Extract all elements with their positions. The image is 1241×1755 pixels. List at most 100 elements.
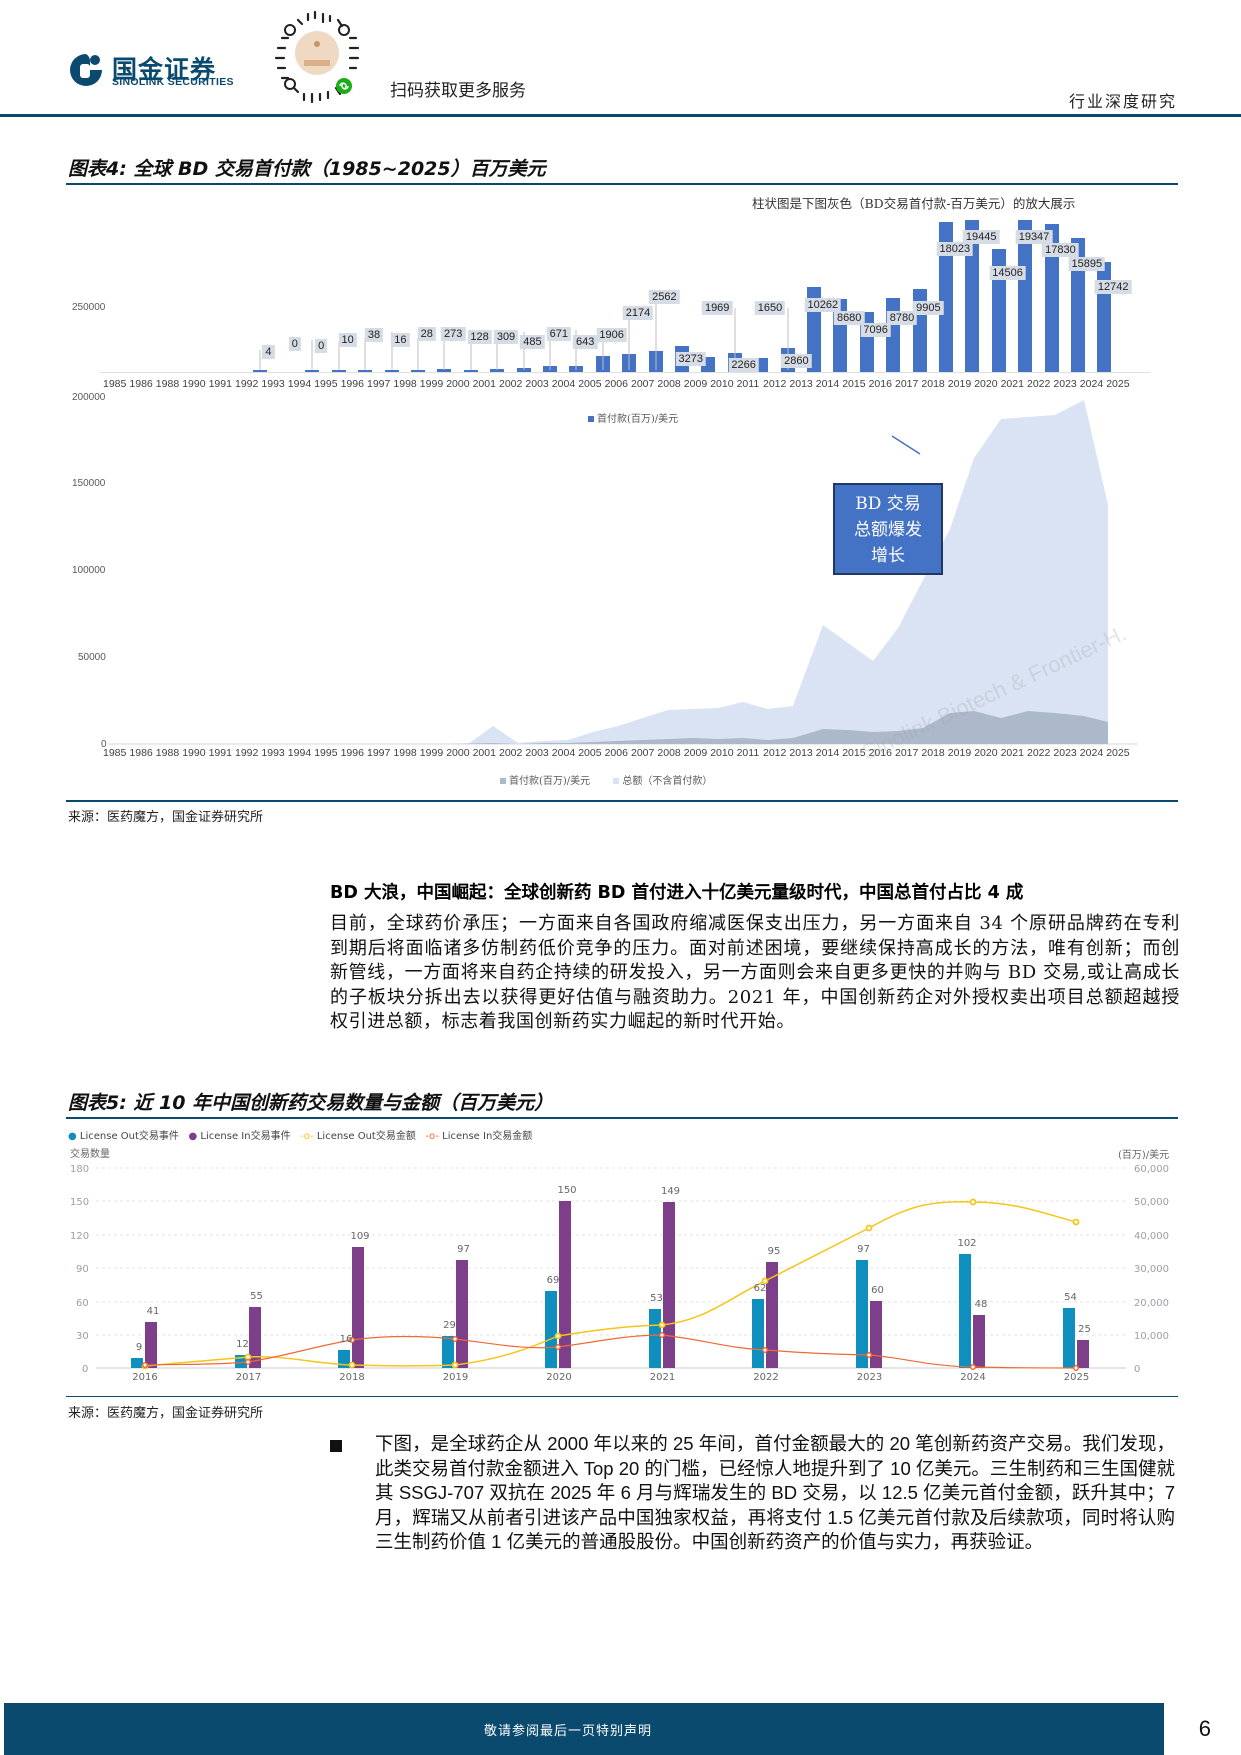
- svg-text:0: 0: [1134, 1364, 1140, 1375]
- in-count-label: 41: [146, 1306, 160, 1318]
- figure5-bottom-rule: [66, 1396, 1178, 1397]
- bar-value-label: 1906: [596, 328, 627, 342]
- x-tick-label: 2001: [472, 378, 496, 390]
- x-tick-label: 2022: [753, 1372, 779, 1383]
- bar-value-label: 2266: [728, 358, 759, 372]
- right-axis-title: (百万)/美元: [1118, 1150, 1170, 1161]
- x-tick-label: 2019: [947, 747, 972, 759]
- bar-value-label: 16: [391, 333, 410, 347]
- x-tick-label: 1999: [419, 747, 444, 759]
- x-tick-label: 1993: [261, 747, 285, 759]
- bar-value-label: 3273: [675, 352, 707, 366]
- x-tick-label: 2012: [763, 747, 787, 759]
- x-tick-label: 2008: [657, 378, 681, 390]
- x-tick-label: 1991: [208, 747, 232, 759]
- x-tick-label: 2015: [842, 747, 866, 759]
- sinolink-logo-icon: [68, 52, 104, 88]
- page-number: 6: [1198, 1716, 1211, 1741]
- svg-text:30,000: 30,000: [1134, 1264, 1169, 1275]
- x-tick-label: 2015: [842, 378, 866, 390]
- svg-text:20,000: 20,000: [1134, 1298, 1169, 1309]
- x-tick-label: 2011: [736, 378, 760, 390]
- legend-dot-icon: ●: [188, 1131, 198, 1142]
- brand-name-en: SINOLINK SECURITIES: [112, 76, 234, 88]
- x-tick-label: 1985: [103, 378, 127, 390]
- bar-value-label: 1650: [754, 301, 786, 315]
- x-tick-label: 2000: [446, 747, 470, 759]
- svg-text:0: 0: [82, 1364, 88, 1375]
- bar-value-label: 38: [364, 328, 384, 342]
- bar-value-label: 643: [573, 335, 598, 349]
- x-tick-label: 2009: [683, 747, 708, 759]
- out-count-label: 12: [236, 1338, 249, 1350]
- x-tick-label: 1995: [314, 378, 338, 390]
- out-count-label: 9: [135, 1341, 143, 1353]
- x-tick-label: 1990: [182, 747, 206, 759]
- x-tick-label: 1995: [314, 747, 338, 759]
- svg-text:90: 90: [76, 1264, 89, 1275]
- x-tick-label: 1988: [155, 378, 180, 390]
- bar-value-label: 1969: [701, 301, 733, 315]
- figure4-title-rule: [66, 183, 1178, 185]
- x-tick-label: 2010: [710, 747, 734, 759]
- out-count-label: 62: [753, 1282, 767, 1294]
- figure4-note: 柱状图是下图灰色（BD交易首付款-百万美元）的放大展示: [752, 196, 1076, 211]
- bullet-paragraph: 下图，是全球药企从 2000 年以来的 25 年间，首付金额最大的 20 笔创新…: [375, 1433, 1175, 1552]
- area-ytick-0: 0: [101, 739, 107, 750]
- bar-value-label: 273: [441, 327, 466, 341]
- x-tick-label: 2025: [1063, 1372, 1090, 1383]
- out-count-label: 102: [957, 1238, 977, 1250]
- figure4-bottom-rule: [66, 800, 1178, 802]
- bar-value-label: 18023: [936, 242, 974, 256]
- in-count-label: 149: [660, 1186, 681, 1198]
- left-axis-title: 交易数量: [70, 1149, 110, 1160]
- x-tick-label: 1998: [393, 747, 417, 759]
- section-heading: BD 大浪，中国崛起：全球创新药 BD 首付进入十亿美元量级时代，中国总首付占比…: [330, 883, 1024, 903]
- out-count-label: 97: [857, 1244, 870, 1256]
- x-tick-label: 1990: [182, 378, 206, 390]
- bar-value-label: 0: [288, 337, 301, 351]
- x-tick-label: 2002: [499, 378, 523, 390]
- bar-value-label: 8680: [833, 311, 865, 325]
- bar-value-label: 4: [262, 345, 275, 359]
- x-tick-label: 1994: [287, 378, 312, 390]
- qr-caption: 扫码获取更多服务: [390, 81, 526, 101]
- x-tick-label: 2021: [649, 1372, 676, 1383]
- brand-name-cn: 国金证券: [112, 55, 217, 84]
- out-count-label: 16: [339, 1334, 353, 1346]
- x-tick-label: 1992: [235, 378, 259, 390]
- x-tick-label: 2004: [551, 378, 576, 390]
- bar-value-label: 19347: [1015, 230, 1053, 244]
- x-tick-label: 1988: [155, 747, 180, 759]
- legend-swatch-icon: [588, 416, 594, 422]
- bar-value-label: 28: [417, 327, 436, 341]
- bar-value-label: 485: [520, 335, 545, 349]
- x-tick-label: 2017: [235, 1372, 262, 1383]
- legend-line-icon: -o-: [425, 1131, 439, 1142]
- x-tick-label: 2016: [868, 747, 892, 759]
- footer-disclaimer[interactable]: 敬请参阅最后一页特别声明: [484, 1724, 653, 1739]
- x-tick-label: 2008: [657, 747, 681, 759]
- out-count-label: 29: [443, 1319, 456, 1331]
- svg-text:30: 30: [76, 1331, 89, 1342]
- bar-value-label: 2562: [649, 290, 680, 304]
- x-tick-label: 2013: [789, 378, 813, 390]
- legend-swatch-icon: [500, 778, 506, 784]
- x-tick-label: 2009: [683, 378, 708, 390]
- x-tick-label: 2007: [631, 378, 655, 390]
- figure5-source: 来源：医药魔方，国金证券研究所: [68, 1406, 264, 1421]
- svg-text:10,000: 10,000: [1134, 1331, 1169, 1342]
- bar-value-label: 309: [493, 330, 519, 344]
- x-tick-label: 2017: [895, 378, 919, 390]
- bar-value-label: 2174: [622, 306, 654, 320]
- legend-swatch-icon: [613, 778, 620, 784]
- section-paragraph: 目前，全球药价承压；一方面来自各国政府缩减医保支出压力，另一方面来自 34 个原…: [330, 913, 1180, 1032]
- x-tick-label: 2014: [815, 747, 840, 759]
- figure5-title-rule: [66, 1117, 1178, 1119]
- area-ytick-100000: 100000: [72, 565, 106, 576]
- qr-code-icon[interactable]: [268, 8, 366, 106]
- svg-text:150: 150: [70, 1197, 89, 1208]
- bar-value-label: 9905: [913, 301, 944, 315]
- x-tick-label: 2022: [1027, 747, 1051, 759]
